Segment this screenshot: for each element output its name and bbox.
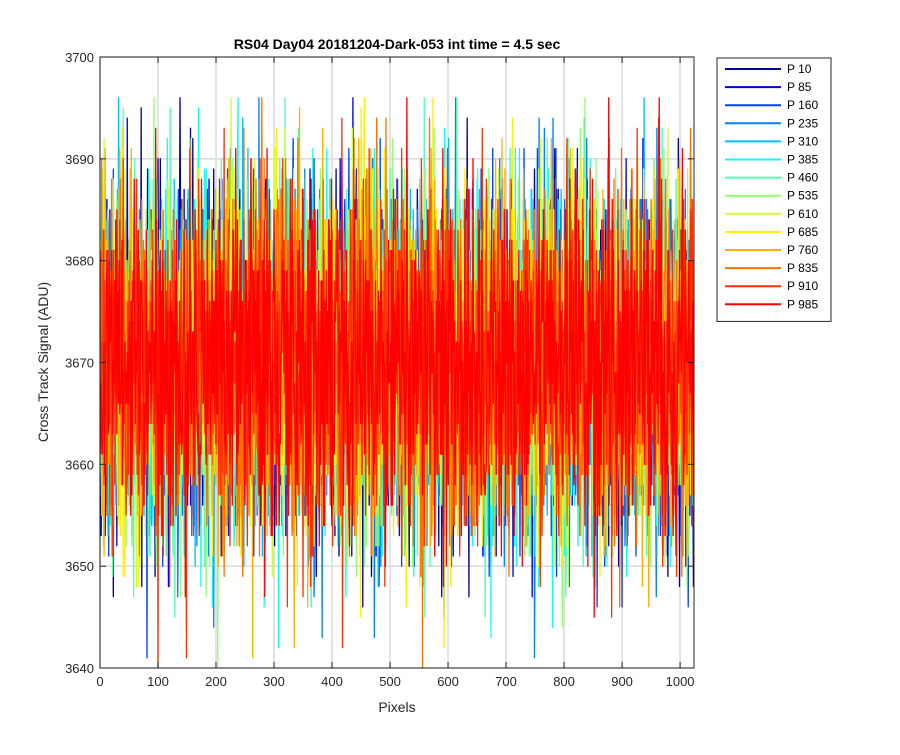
legend-label: P 85 [787, 80, 812, 94]
y-axis-label: Cross Track Signal (ADU) [35, 282, 51, 442]
legend-label: P 535 [787, 189, 818, 203]
x-tick-label: 900 [611, 674, 633, 689]
legend-label: P 460 [787, 171, 818, 185]
legend-label: P 10 [787, 62, 812, 76]
legend-label: P 760 [787, 243, 818, 257]
axis-ticks: 0 100 200 300 400 500 600 700 800 900 1000 3640 3650… [65, 50, 694, 689]
chart-title: RS04 Day04 20181204-Dark-053 int time = … [234, 36, 561, 52]
legend-label: P 160 [787, 98, 818, 112]
x-tick-label: 100 [147, 674, 169, 689]
legend-label: P 310 [787, 134, 818, 148]
legend-label: P 685 [787, 225, 818, 239]
y-tick-label: 3680 [65, 254, 94, 269]
x-tick-label: 400 [321, 674, 343, 689]
series-line-p-985 [100, 97, 694, 618]
x-axis-label: Pixels [378, 699, 415, 715]
y-tick-label: 3640 [65, 661, 94, 676]
x-tick-label: 200 [205, 674, 227, 689]
x-tick-label: 300 [263, 674, 285, 689]
x-tick-label: 0 [96, 674, 103, 689]
legend-label: P 385 [787, 153, 818, 167]
legend-label: P 835 [787, 261, 818, 275]
x-tick-label: 600 [437, 674, 459, 689]
y-tick-label: 3700 [65, 50, 94, 65]
legend-label: P 610 [787, 207, 818, 221]
x-tick-label: 700 [495, 674, 517, 689]
x-tick-label: 1000 [666, 674, 695, 689]
y-tick-label: 3650 [65, 559, 94, 574]
legend-label: P 985 [787, 297, 818, 311]
legend-label: P 910 [787, 279, 818, 293]
plot-area [100, 97, 694, 668]
y-tick-label: 3690 [65, 152, 94, 167]
series-lines [100, 97, 694, 668]
y-tick-label: 3670 [65, 356, 94, 371]
x-tick-label: 800 [553, 674, 575, 689]
x-tick-label: 500 [379, 674, 401, 689]
y-tick-label: 3660 [65, 457, 94, 472]
legend: P 10 P 85 P 160 P 235 P 310 P 385 P 460 P 535 P … [716, 57, 832, 322]
legend-box [716, 57, 832, 322]
legend-label: P 235 [787, 116, 818, 130]
